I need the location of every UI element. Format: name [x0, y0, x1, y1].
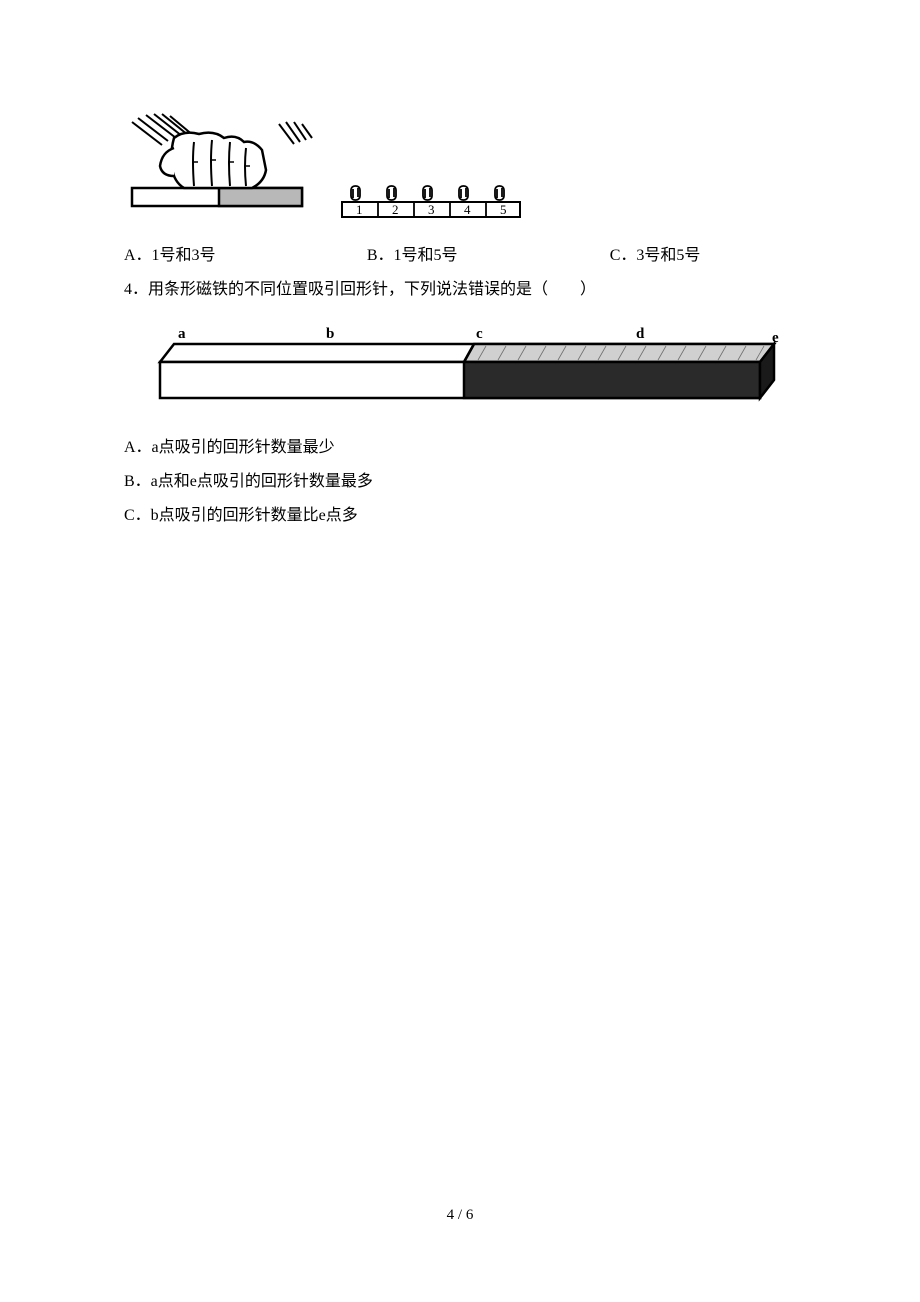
ruler-label-1: 1 — [356, 202, 363, 217]
document-content: 1 2 3 4 5 A．1号和3号 B．1号和5号 C．3号和5号 4．用条形磁… — [116, 110, 804, 532]
q3-option-a: A．1号和3号 — [124, 240, 367, 272]
ruler-with-clips-illustration: 1 2 3 4 5 — [336, 184, 531, 220]
magnet-label-c: c — [476, 326, 483, 342]
ruler-label-3: 3 — [428, 202, 435, 217]
bar-magnet-illustration: a b c d e — [146, 326, 791, 406]
ruler-label-4: 4 — [464, 202, 471, 217]
q4-option-b: B．a点和e点吸引的回形针数量最多 — [124, 466, 804, 498]
magnet-label-b: b — [326, 326, 334, 342]
q3-option-b: B．1号和5号 — [367, 240, 610, 272]
q4-question-text: 4．用条形磁铁的不同位置吸引回形针，下列说法错误的是（ ） — [124, 274, 804, 306]
ruler-label-5: 5 — [500, 202, 507, 217]
page-number: 4 / 6 — [0, 1207, 920, 1224]
hand-on-bar-illustration — [124, 110, 324, 220]
q4-text: 用条形磁铁的不同位置吸引回形针，下列说法错误的是（ ） — [148, 281, 596, 298]
magnet-label-d: d — [636, 326, 645, 342]
q4-option-a: A．a点吸引的回形针数量最少 — [124, 432, 804, 464]
q3-options-row: A．1号和3号 B．1号和5号 C．3号和5号 — [124, 240, 804, 272]
q4-option-c: C．b点吸引的回形针数量比e点多 — [124, 500, 804, 532]
q4-number: 4． — [124, 281, 148, 298]
ruler-label-2: 2 — [392, 202, 399, 217]
q3-option-c: C．3号和5号 — [610, 240, 804, 272]
magnet-label-a: a — [178, 326, 186, 342]
